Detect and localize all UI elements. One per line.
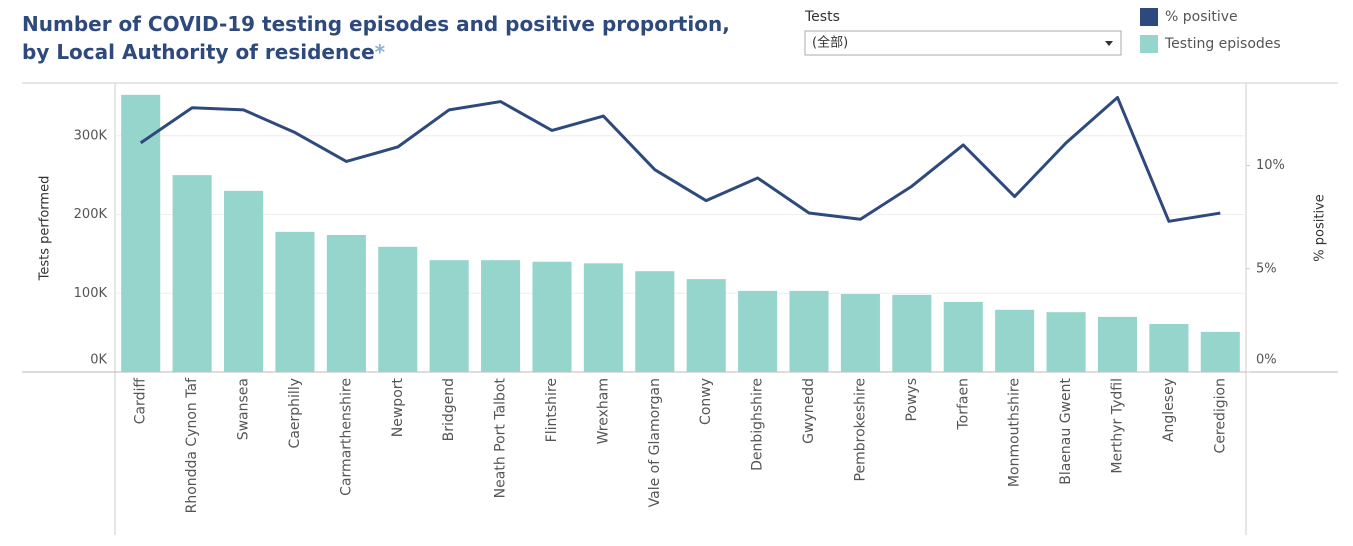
bar <box>583 263 623 372</box>
dropdown-box[interactable] <box>804 30 1122 56</box>
bar <box>326 234 366 372</box>
x-tick-label: Gwynedd <box>801 378 817 444</box>
x-tick-label: Denbighshire <box>750 378 766 471</box>
bar <box>892 294 932 372</box>
title-line: by Local Authority of residence <box>22 40 375 64</box>
bar <box>172 175 212 372</box>
bar <box>738 290 778 372</box>
bar <box>995 309 1035 372</box>
bar <box>840 294 880 372</box>
bar <box>121 94 161 373</box>
bar <box>378 246 418 372</box>
bar <box>481 260 521 372</box>
x-tick-label: Ceredigion <box>1212 378 1228 453</box>
x-tick-label: Monmouthshire <box>1007 378 1023 487</box>
x-tick-label: Rhondda Cynon Taf <box>184 377 200 513</box>
bar <box>686 279 726 372</box>
y-axis-title: Tests performed <box>38 176 53 282</box>
x-tick-label: Bridgend <box>441 378 457 441</box>
bar <box>943 301 983 372</box>
x-tick-label: Neath Port Talbot <box>493 377 509 498</box>
filter-dropdown[interactable]: (全部) <box>804 30 1122 56</box>
bar <box>275 231 315 372</box>
x-tick-label: Swansea <box>236 378 252 440</box>
legend-swatch <box>1140 8 1158 26</box>
bar <box>223 190 264 372</box>
filter-label: Tests <box>804 9 840 25</box>
y2-tick-label: 5% <box>1256 261 1277 276</box>
x-tick-label: Caerphilly <box>287 378 303 448</box>
bar <box>1046 312 1086 372</box>
y2-tick-label: 10% <box>1256 158 1285 173</box>
y-tick-label: 100K <box>74 286 108 301</box>
x-tick-label: Conwy <box>698 378 714 425</box>
x-tick-label: Wrexham <box>595 378 611 444</box>
bar <box>429 260 469 372</box>
x-tick-label: Newport <box>390 377 406 437</box>
y-tick-label: 300K <box>74 128 108 143</box>
y-tick-label: 0K <box>90 353 107 368</box>
title-note: * <box>375 40 386 64</box>
y2-tick-label: 0% <box>1256 353 1277 368</box>
bar <box>789 290 829 372</box>
x-tick-label: Merthyr Tydfil <box>1109 378 1125 474</box>
line <box>139 95 1221 223</box>
x-tick-label: Blaenau Gwent <box>1058 378 1074 485</box>
title: by Local Authority of residence* <box>22 40 386 64</box>
y-tick-label: 200K <box>74 207 108 222</box>
x-tick-label: Powys <box>904 378 920 422</box>
x-tick-label: Vale of Glamorgan <box>647 378 663 507</box>
legend-swatch <box>1140 35 1158 53</box>
x-tick-label: Cardiff <box>133 378 149 425</box>
bar <box>635 271 675 372</box>
legend-label: % positive <box>1165 9 1238 25</box>
bar <box>1200 331 1240 372</box>
dropdown-value[interactable]: (全部) <box>812 35 848 51</box>
bar <box>532 261 572 372</box>
dropdown-arrow[interactable] <box>1105 41 1113 46</box>
x-tick-label: Pembrokeshire <box>852 378 868 481</box>
bar <box>1149 323 1189 372</box>
y2-axis-title: % positive <box>1313 194 1328 261</box>
x-tick-label: Carmarthenshire <box>338 378 354 496</box>
legend-label: Testing episodes <box>1164 36 1281 52</box>
bar <box>1097 316 1138 372</box>
x-tick-label: Flintshire <box>544 378 560 442</box>
x-tick-label: Torfaen <box>955 378 971 431</box>
x-tick-label: Anglesey <box>1161 378 1177 442</box>
title: Number of COVID-19 testing episodes and … <box>22 12 730 36</box>
